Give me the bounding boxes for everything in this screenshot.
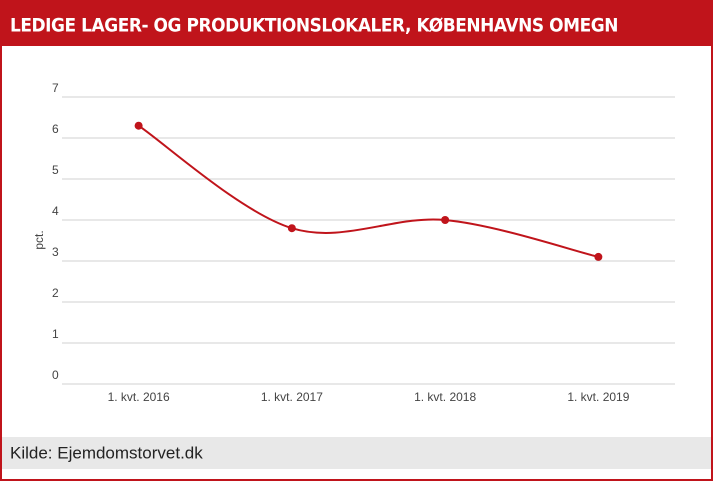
source-band [2,437,711,469]
y-tick-label: 1 [52,327,59,341]
source-note: Kilde: Ejemdomstorvet.dk [10,443,203,462]
line-series [138,124,599,258]
title-banner [0,0,713,46]
y-tick-label: 2 [52,286,59,300]
data-point [594,252,603,261]
data-point [134,121,143,130]
y-tick-label: 0 [52,368,59,382]
x-tick-label: 1. kvt. 2019 [567,390,629,404]
chart-title: LEDIGE LAGER- OG PRODUKTIONSLOKALER, KØB… [10,15,618,37]
x-tick-label: 1. kvt. 2017 [261,390,323,404]
y-tick-label: 7 [52,81,59,95]
y-tick-label: 6 [52,122,59,136]
y-axis-label: pct. [32,230,46,249]
y-tick-label: 3 [52,245,59,259]
x-tick-label: 1. kvt. 2018 [414,390,476,404]
y-tick-label: 4 [52,204,59,218]
data-point [441,216,450,224]
data-point [287,224,296,233]
x-tick-label: 1. kvt. 2016 [108,390,170,404]
y-tick-label: 5 [52,163,59,177]
